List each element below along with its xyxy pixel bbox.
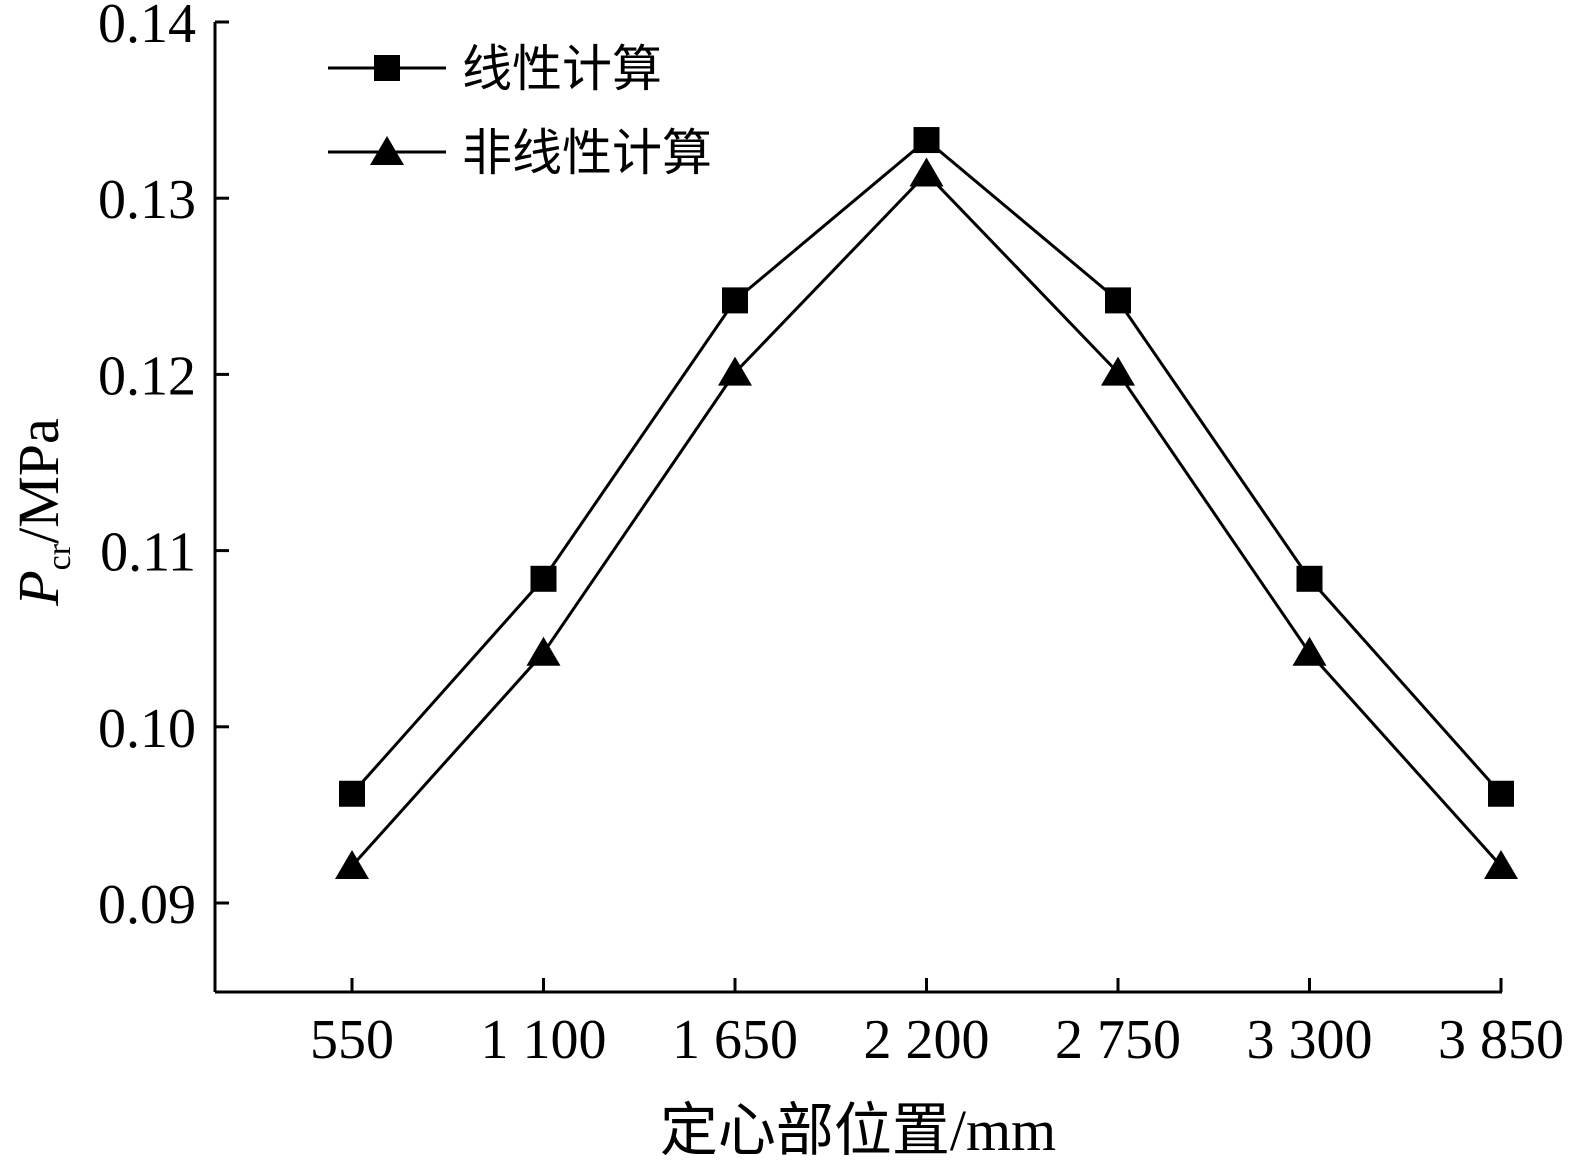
y-axis-title: Pcr/MPa: [6, 418, 78, 607]
legend-item: 非线性计算: [328, 124, 712, 182]
y-tick-label: 0.10: [98, 698, 196, 760]
x-axis-title: 定心部位置/mm: [660, 1098, 1056, 1163]
axes: [213, 22, 1502, 994]
y-tick-label: 0.11: [100, 522, 196, 584]
legend-marker-square: [374, 55, 400, 81]
x-tick-label: 1 100: [481, 1009, 607, 1071]
y-axis-subscript: cr: [41, 543, 78, 570]
x-tick-label: 2 750: [1055, 1009, 1181, 1071]
data-point-square: [339, 780, 365, 807]
data-point-square: [1296, 565, 1323, 592]
data-point-square: [530, 565, 557, 592]
y-tick-label: 0.12: [98, 345, 196, 407]
y-axis-ticks: 0.09 0.10 0.11 0.12 0.13 0.14: [98, 0, 229, 936]
x-tick-label: 3 850: [1438, 1009, 1564, 1071]
x-axis-ticks: 550 1 100 1 650 2 200 2 750 3 300 3 850: [310, 978, 1564, 1071]
legend-item: 线性计算: [328, 40, 662, 98]
legend-marker-triangle: [370, 136, 404, 165]
y-tick-label: 0.09: [98, 874, 196, 936]
data-point-triangle: [1484, 849, 1518, 879]
y-tick-label: 0.13: [98, 169, 196, 231]
x-tick-label: 1 650: [672, 1009, 798, 1071]
series-square: [339, 127, 1514, 807]
y-axis-symbol: P: [6, 570, 71, 606]
data-point-square: [1105, 287, 1131, 314]
x-tick-label: 3 300: [1247, 1009, 1373, 1071]
data-point-square: [722, 287, 748, 314]
series-line: [350, 171, 1503, 868]
legend-label: 非线性计算: [462, 124, 712, 182]
data-point-triangle: [718, 356, 752, 386]
data-point-triangle: [335, 849, 369, 879]
y-axis-unit: /MPa: [6, 418, 71, 544]
x-tick-label: 2 200: [864, 1009, 990, 1071]
series-triangle: [335, 157, 1518, 879]
y-tick-label: 0.14: [98, 0, 196, 55]
data-point-triangle: [1101, 356, 1135, 386]
data-point-square: [913, 127, 940, 154]
series-line: [350, 138, 1503, 795]
legend-label: 线性计算: [462, 40, 662, 98]
data-point-triangle: [909, 157, 944, 187]
data-point-square: [1488, 780, 1514, 807]
data-point-triangle: [526, 636, 561, 666]
series-layer: [335, 127, 1518, 879]
x-tick-label: 550: [310, 1009, 394, 1071]
data-point-triangle: [1292, 636, 1327, 666]
